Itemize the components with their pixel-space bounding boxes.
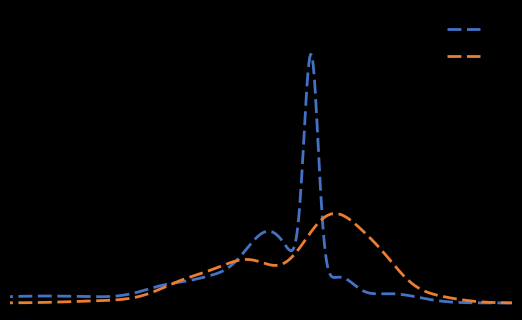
 : [307, 52, 314, 56]
 : [16, 301, 22, 305]
 : [429, 298, 435, 302]
Line:  : [0, 54, 522, 303]
 : [515, 301, 521, 305]
 : [388, 292, 395, 296]
 : [407, 294, 413, 298]
 : [331, 212, 338, 215]
 : [429, 292, 435, 296]
 : [515, 301, 521, 305]
 : [407, 280, 413, 284]
Legend:  ,  : ,: [444, 21, 496, 66]
Line:  : [0, 213, 522, 303]
 : [16, 294, 22, 298]
 : [388, 260, 395, 263]
